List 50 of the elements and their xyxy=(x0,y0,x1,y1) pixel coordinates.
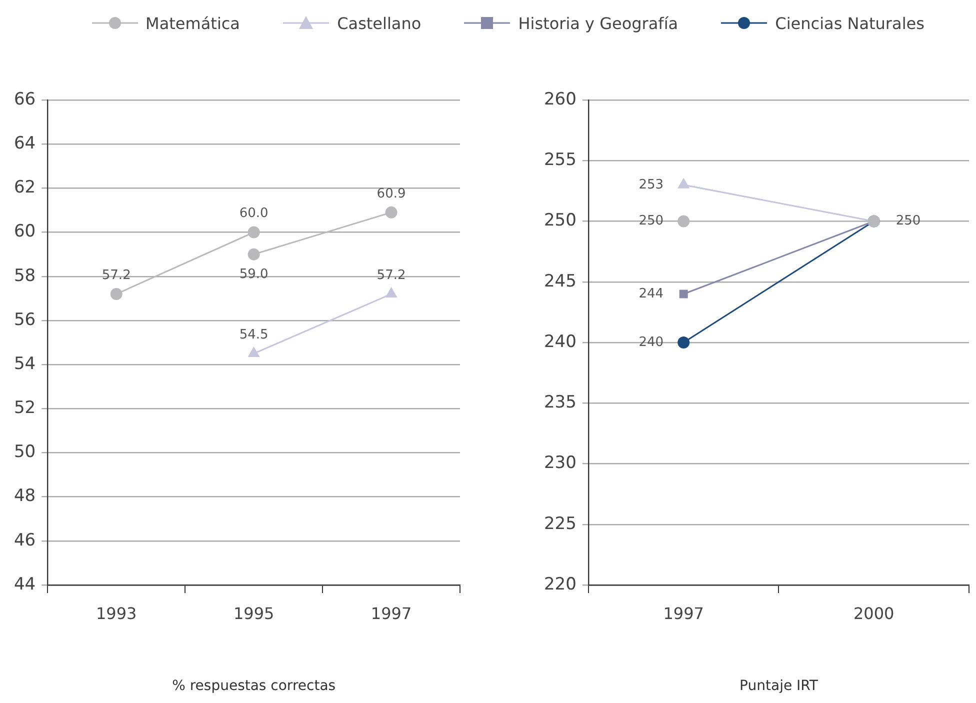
data-label: 253 xyxy=(638,177,664,192)
y-tick-label: 250 xyxy=(544,210,576,231)
y-tick-label: 220 xyxy=(544,574,576,594)
point xyxy=(678,215,690,228)
y-tick-label: 225 xyxy=(544,514,576,534)
data-label: 57.2 xyxy=(102,268,131,283)
y-tick-label: 64 xyxy=(14,134,36,154)
y-tick-label: 56 xyxy=(14,310,36,330)
legend-label: Ciencias Naturales xyxy=(775,14,924,32)
y-tick-label: 240 xyxy=(544,332,576,352)
data-label: 240 xyxy=(638,334,664,350)
point xyxy=(678,336,690,348)
data-label: 244 xyxy=(638,286,664,302)
y-tick-label: 260 xyxy=(544,89,576,110)
y-tick-label: 66 xyxy=(14,89,36,110)
data-label: 250 xyxy=(896,214,921,229)
x-axis-title: % respuestas correctas xyxy=(172,678,336,694)
x-tick-label: 1995 xyxy=(233,604,274,623)
y-tick-label: 235 xyxy=(544,392,576,413)
legend-label: Castellano xyxy=(337,14,422,32)
legend-label: Historia y Geografía xyxy=(518,14,678,32)
legend-label: Matemática xyxy=(146,14,240,32)
point xyxy=(679,290,688,298)
x-tick-label: 1997 xyxy=(370,604,412,623)
y-tick-label: 58 xyxy=(14,266,36,286)
y-tick-label: 245 xyxy=(544,271,576,292)
y-tick-label: 255 xyxy=(544,150,576,170)
x-axis-title: Puntaje IRT xyxy=(740,678,818,694)
point xyxy=(385,206,398,218)
y-tick-label: 52 xyxy=(14,398,36,418)
y-tick-label: 230 xyxy=(544,453,576,474)
x-tick-label: 1993 xyxy=(96,604,137,623)
y-tick-label: 60 xyxy=(14,222,36,242)
data-label: 250 xyxy=(638,214,664,229)
x-tick-label: 2000 xyxy=(854,604,894,623)
y-tick-label: 44 xyxy=(14,574,36,594)
point xyxy=(248,248,260,260)
x-tick-label: 1997 xyxy=(663,604,704,623)
data-label: 59.0 xyxy=(239,267,268,282)
y-tick-label: 54 xyxy=(14,354,36,374)
y-tick-label: 50 xyxy=(14,442,36,462)
data-label: 57.2 xyxy=(376,268,406,283)
data-label: 60.9 xyxy=(376,186,406,202)
point xyxy=(110,288,122,300)
y-tick-label: 62 xyxy=(14,178,36,198)
y-tick-label: 46 xyxy=(14,530,36,550)
data-label: 60.0 xyxy=(239,206,268,222)
data-label: 54.5 xyxy=(239,327,268,342)
y-tick-label: 48 xyxy=(14,486,36,506)
point xyxy=(248,226,260,238)
